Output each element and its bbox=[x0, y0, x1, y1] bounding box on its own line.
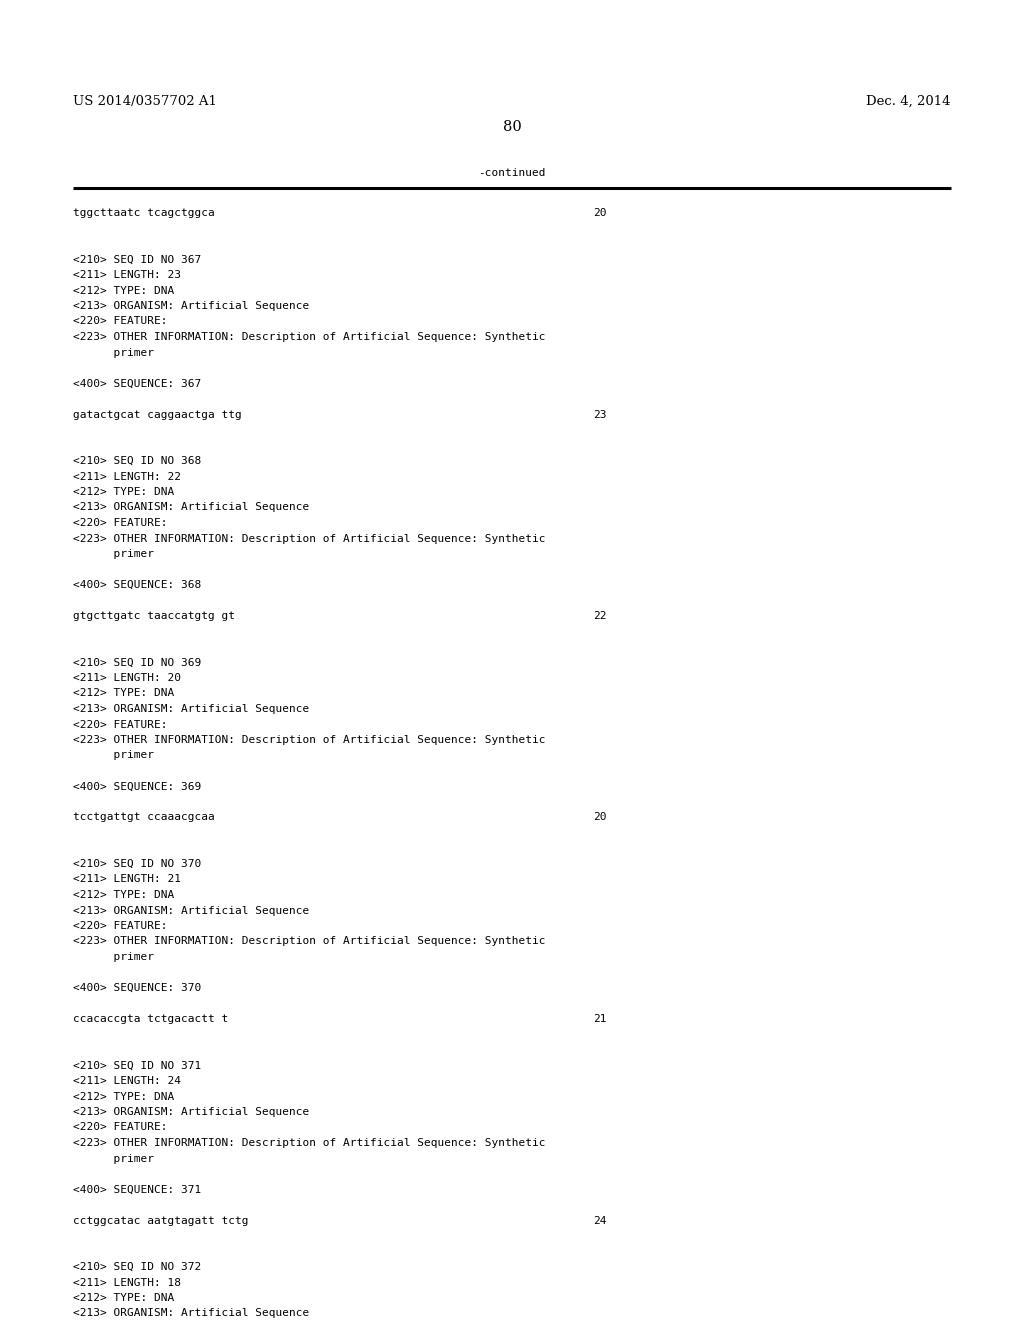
Text: <212> TYPE: DNA: <212> TYPE: DNA bbox=[73, 1092, 174, 1101]
Text: primer: primer bbox=[73, 952, 154, 962]
Text: 20: 20 bbox=[593, 813, 606, 822]
Text: <213> ORGANISM: Artificial Sequence: <213> ORGANISM: Artificial Sequence bbox=[73, 301, 309, 312]
Text: 20: 20 bbox=[593, 209, 606, 218]
Text: primer: primer bbox=[73, 1154, 154, 1163]
Text: <223> OTHER INFORMATION: Description of Artificial Sequence: Synthetic: <223> OTHER INFORMATION: Description of … bbox=[73, 735, 546, 744]
Text: <211> LENGTH: 22: <211> LENGTH: 22 bbox=[73, 471, 181, 482]
Text: <400> SEQUENCE: 367: <400> SEQUENCE: 367 bbox=[73, 379, 202, 388]
Text: <210> SEQ ID NO 370: <210> SEQ ID NO 370 bbox=[73, 859, 202, 869]
Text: 21: 21 bbox=[593, 1014, 606, 1024]
Text: <223> OTHER INFORMATION: Description of Artificial Sequence: Synthetic: <223> OTHER INFORMATION: Description of … bbox=[73, 533, 546, 544]
Text: <210> SEQ ID NO 368: <210> SEQ ID NO 368 bbox=[73, 455, 202, 466]
Text: tggcttaatc tcagctggca: tggcttaatc tcagctggca bbox=[73, 209, 215, 218]
Text: <211> LENGTH: 23: <211> LENGTH: 23 bbox=[73, 271, 181, 280]
Text: <400> SEQUENCE: 370: <400> SEQUENCE: 370 bbox=[73, 983, 202, 993]
Text: tcctgattgt ccaaacgcaa: tcctgattgt ccaaacgcaa bbox=[73, 813, 215, 822]
Text: <211> LENGTH: 18: <211> LENGTH: 18 bbox=[73, 1278, 181, 1287]
Text: 22: 22 bbox=[593, 611, 606, 620]
Text: <211> LENGTH: 24: <211> LENGTH: 24 bbox=[73, 1076, 181, 1086]
Text: <400> SEQUENCE: 369: <400> SEQUENCE: 369 bbox=[73, 781, 202, 792]
Text: <212> TYPE: DNA: <212> TYPE: DNA bbox=[73, 285, 174, 296]
Text: primer: primer bbox=[73, 549, 154, 558]
Text: <213> ORGANISM: Artificial Sequence: <213> ORGANISM: Artificial Sequence bbox=[73, 1308, 309, 1319]
Text: <220> FEATURE:: <220> FEATURE: bbox=[73, 921, 168, 931]
Text: <210> SEQ ID NO 369: <210> SEQ ID NO 369 bbox=[73, 657, 202, 668]
Text: 23: 23 bbox=[593, 409, 606, 420]
Text: <212> TYPE: DNA: <212> TYPE: DNA bbox=[73, 890, 174, 900]
Text: <223> OTHER INFORMATION: Description of Artificial Sequence: Synthetic: <223> OTHER INFORMATION: Description of … bbox=[73, 1138, 546, 1148]
Text: <213> ORGANISM: Artificial Sequence: <213> ORGANISM: Artificial Sequence bbox=[73, 906, 309, 916]
Text: primer: primer bbox=[73, 751, 154, 760]
Text: 24: 24 bbox=[593, 1216, 606, 1225]
Text: primer: primer bbox=[73, 347, 154, 358]
Text: <400> SEQUENCE: 371: <400> SEQUENCE: 371 bbox=[73, 1184, 202, 1195]
Text: <220> FEATURE:: <220> FEATURE: bbox=[73, 317, 168, 326]
Text: <212> TYPE: DNA: <212> TYPE: DNA bbox=[73, 487, 174, 498]
Text: <213> ORGANISM: Artificial Sequence: <213> ORGANISM: Artificial Sequence bbox=[73, 704, 309, 714]
Text: <400> SEQUENCE: 368: <400> SEQUENCE: 368 bbox=[73, 579, 202, 590]
Text: cctggcatac aatgtagatt tctg: cctggcatac aatgtagatt tctg bbox=[73, 1216, 249, 1225]
Text: <223> OTHER INFORMATION: Description of Artificial Sequence: Synthetic: <223> OTHER INFORMATION: Description of … bbox=[73, 333, 546, 342]
Text: gatactgcat caggaactga ttg: gatactgcat caggaactga ttg bbox=[73, 409, 242, 420]
Text: <213> ORGANISM: Artificial Sequence: <213> ORGANISM: Artificial Sequence bbox=[73, 503, 309, 512]
Text: <211> LENGTH: 20: <211> LENGTH: 20 bbox=[73, 673, 181, 682]
Text: <210> SEQ ID NO 372: <210> SEQ ID NO 372 bbox=[73, 1262, 202, 1272]
Text: <223> OTHER INFORMATION: Description of Artificial Sequence: Synthetic: <223> OTHER INFORMATION: Description of … bbox=[73, 936, 546, 946]
Text: <211> LENGTH: 21: <211> LENGTH: 21 bbox=[73, 874, 181, 884]
Text: <220> FEATURE:: <220> FEATURE: bbox=[73, 1122, 168, 1133]
Text: <212> TYPE: DNA: <212> TYPE: DNA bbox=[73, 1294, 174, 1303]
Text: <210> SEQ ID NO 367: <210> SEQ ID NO 367 bbox=[73, 255, 202, 264]
Text: <212> TYPE: DNA: <212> TYPE: DNA bbox=[73, 689, 174, 698]
Text: <213> ORGANISM: Artificial Sequence: <213> ORGANISM: Artificial Sequence bbox=[73, 1107, 309, 1117]
Text: gtgcttgatc taaccatgtg gt: gtgcttgatc taaccatgtg gt bbox=[73, 611, 234, 620]
Text: <210> SEQ ID NO 371: <210> SEQ ID NO 371 bbox=[73, 1060, 202, 1071]
Text: US 2014/0357702 A1: US 2014/0357702 A1 bbox=[73, 95, 217, 108]
Text: <220> FEATURE:: <220> FEATURE: bbox=[73, 719, 168, 730]
Text: ccacaccgta tctgacactt t: ccacaccgta tctgacactt t bbox=[73, 1014, 228, 1024]
Text: 80: 80 bbox=[503, 120, 521, 135]
Text: -continued: -continued bbox=[478, 168, 546, 178]
Text: <220> FEATURE:: <220> FEATURE: bbox=[73, 517, 168, 528]
Text: Dec. 4, 2014: Dec. 4, 2014 bbox=[866, 95, 951, 108]
